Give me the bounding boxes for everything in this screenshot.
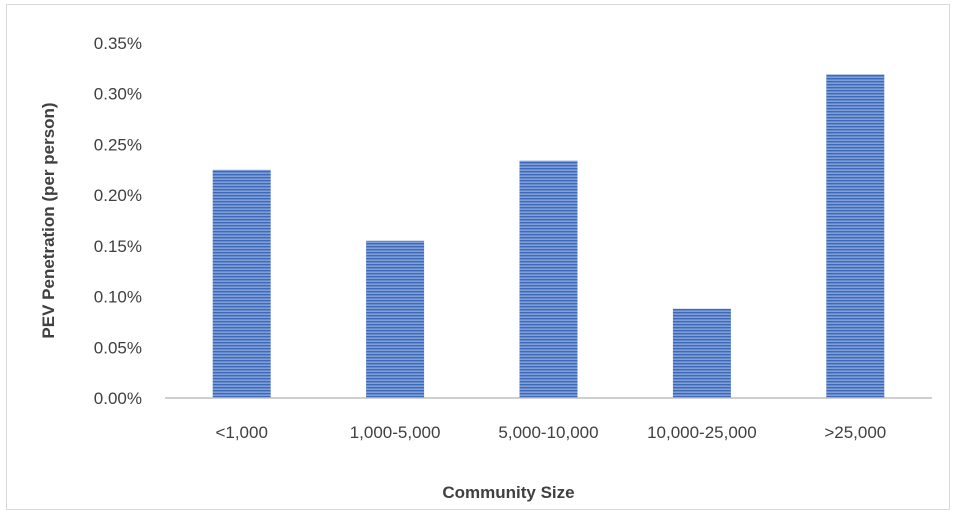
y-tick-label: 0.00% [94,389,142,408]
y-tick-label: 0.35% [94,34,142,53]
y-tick-label: 0.10% [94,288,142,307]
bar [366,240,425,398]
x-tick-label: 5,000-10,000 [498,423,598,442]
x-axis-ticks: <1,000 1,000-5,000 5,000-10,000 10,000-25,0… [215,423,886,442]
bars [212,74,885,398]
chart-frame [6,4,950,510]
x-tick-label: <1,000 [215,423,267,442]
bar [672,308,731,398]
y-axis-title: PEV Penetration (per person) [39,102,58,338]
y-tick-label: 0.05% [94,338,142,357]
x-tick-label: 1,000-5,000 [350,423,441,442]
x-tick-label: >25,000 [824,423,886,442]
y-tick-label: 0.25% [94,135,142,154]
y-tick-label: 0.20% [94,186,142,205]
y-tick-label: 0.30% [94,85,142,104]
y-tick-label: 0.15% [94,237,142,256]
y-axis-ticks: 0.00% 0.05% 0.10% 0.15% 0.20% 0.25% 0.30% 0.35% [94,34,142,408]
bar [826,74,885,398]
bar [212,169,271,398]
x-axis-title: Community Size [442,483,574,502]
x-tick-label: 10,000-25,000 [647,423,757,442]
bar [519,160,578,398]
